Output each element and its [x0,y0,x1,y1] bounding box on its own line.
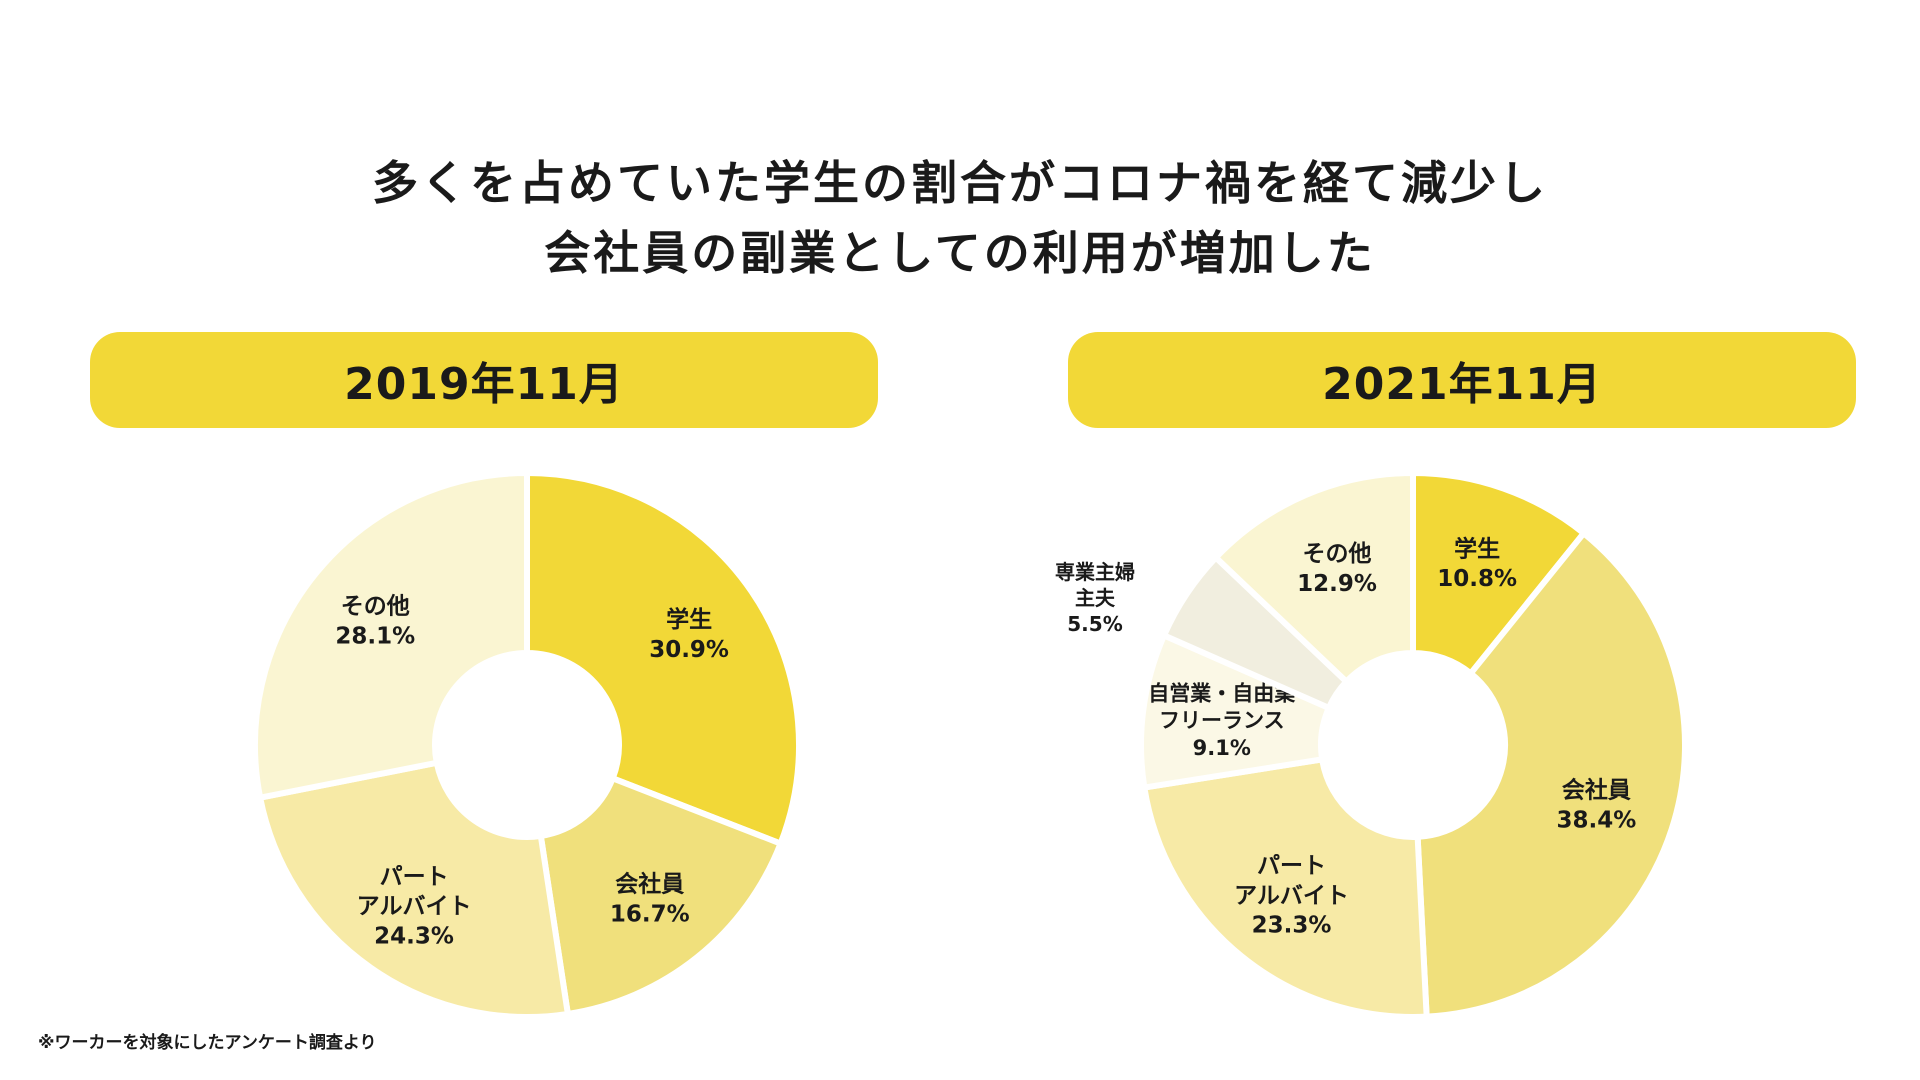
headline-line-1: 多くを占めていた学生の割合がコロナ禍を経て減少し [372,156,1548,210]
donut-0-label-1: 会社員 16.7% [610,870,690,927]
donut-0-label-2: パートアルバイト 24.3% [357,864,472,950]
donut-1-label-4: 専業主婦主夫 5.5% [1055,560,1135,636]
chart-title-2019: 2019年11月 [90,332,878,428]
donut-0-label-3: その他 28.1% [335,593,415,649]
donut-1-slice-5 [1211,469,1416,686]
donut-1-label-5: その他 12.9% [1297,541,1377,597]
chart-title-2019-text: 2019年11月 [344,359,624,410]
donut-1-label-1: 会社員 38.4% [1556,777,1636,834]
donut-0: 学生 30.9% 会社員 16.7% パートアルバイト 24.3% その他 28.1% [252,469,802,1020]
footnote: ※ワーカーを対象にしたアンケート調査より [38,1033,377,1053]
donut-1-label-0: 学生 10.8% [1437,535,1517,592]
donut-1-label-2: パートアルバイト 23.3% [1234,853,1349,939]
donut-0-slice-0 [524,469,802,848]
donut-1-slice-2 [1140,755,1430,1021]
donut-1: 学生 10.8%会社員 38.4%パートアルバイト 23.3%自営業・自由業フリーラン… [1055,469,1688,1021]
chart-title-2021-text: 2021年11月 [1322,359,1602,410]
donut-1-slice-3 [1138,631,1333,791]
donut-1-slice-1 [1414,529,1688,1020]
donut-0-slice-1 [537,774,785,1018]
donut-0-slice-3 [252,469,530,802]
chart-title-2021: 2021年11月 [1068,332,1856,428]
donut-1-slice-0 [1410,469,1588,678]
donut-0-label-0: 学生 30.9% [649,606,729,663]
donut-0-slice-2 [256,759,572,1020]
headline-line-2: 会社員の副業としての利用が増加した [544,226,1376,280]
headline: 多くを占めていた学生の割合がコロナ禍を経て減少し 会社員の副業としての利用が増加… [0,148,1920,288]
